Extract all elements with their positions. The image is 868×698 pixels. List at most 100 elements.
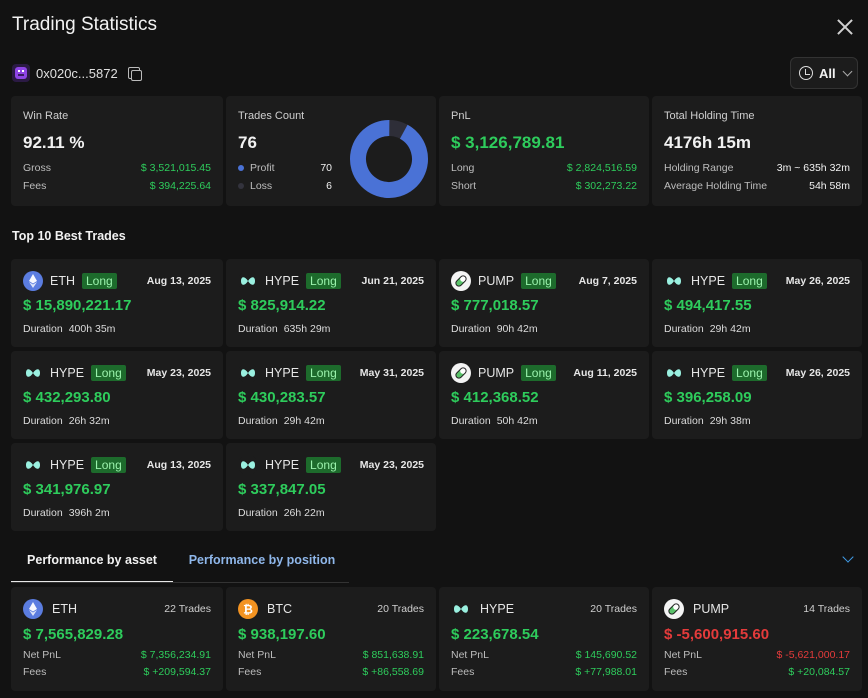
side-badge: Long: [521, 273, 556, 289]
profit-loss-donut-chart: [350, 120, 428, 198]
trade-date: May 26, 2025: [785, 275, 850, 287]
net-pnl-value: $ 851,638.91: [362, 649, 424, 661]
pump-icon: [451, 363, 471, 383]
trade-duration: Duration 26h 32m: [23, 415, 116, 427]
asset-card[interactable]: ETH 22 Trades $ 7,565,829.28 Net PnL $ 7,356…: [11, 587, 223, 691]
holding-range-label: Holding Range: [664, 162, 734, 174]
trade-amount: $ 494,417.55: [664, 297, 752, 314]
net-pnl-label: Net PnL: [238, 649, 276, 661]
asset-card[interactable]: ₿ BTC 20 Trades $ 938,197.60 Net PnL $ 851,63…: [226, 587, 436, 691]
trade-card[interactable]: ETH Long Aug 13, 2025 $ 15,890,221.17 Durati…: [11, 259, 223, 347]
duration-value: 29h 42m: [283, 415, 325, 427]
net-pnl-value: $ -5,621,000.17: [776, 649, 850, 661]
net-pnl-value: $ 7,356,234.91: [140, 649, 211, 661]
trade-coin: HYPE Long: [664, 363, 767, 383]
trade-date: Aug 7, 2025: [578, 275, 637, 287]
trade-card[interactable]: HYPE Long May 23, 2025 $ 432,293.80 Duration…: [11, 351, 223, 439]
duration-value: 50h 42m: [496, 415, 538, 427]
fees-value: $ +20,084.57: [788, 666, 850, 678]
asset-total: $ 223,678.54: [451, 626, 539, 643]
duration-value: 400h 35m: [68, 323, 116, 335]
trade-coin: HYPE Long: [23, 363, 126, 383]
trade-amount: $ 412,368.52: [451, 389, 539, 406]
asset-card[interactable]: HYPE 20 Trades $ 223,678.54 Net PnL $ 145,69…: [439, 587, 649, 691]
trade-amount: $ 15,890,221.17: [23, 297, 132, 314]
duration-value: 396h 2m: [68, 507, 110, 519]
svg-text:₿: ₿: [243, 603, 253, 617]
trade-coin: PUMP Long: [451, 363, 556, 383]
trade-card[interactable]: HYPE Long May 31, 2025 $ 430,283.57 Duration…: [226, 351, 436, 439]
avatar: [12, 64, 30, 82]
trade-card[interactable]: HYPE Long May 26, 2025 $ 396,258.09 Duration…: [652, 351, 862, 439]
fees-label: Fees: [23, 180, 47, 192]
fees-label: Fees: [451, 666, 475, 678]
trade-duration: Duration 29h 38m: [664, 415, 757, 427]
net-pnl-label: Net PnL: [664, 649, 702, 661]
tab-performance-by-position[interactable]: Performance by position: [188, 553, 336, 567]
short-label: Short: [451, 180, 477, 192]
coin-name: HYPE: [50, 366, 85, 380]
trade-date: May 31, 2025: [359, 367, 424, 379]
top-trades-title: Top 10 Best Trades: [12, 229, 126, 243]
duration-label: Duration: [664, 323, 704, 335]
trade-date: Aug 11, 2025: [573, 367, 637, 379]
short-value: $ 302,273.22: [575, 180, 637, 192]
fees-value: $ +77,988.01: [575, 666, 637, 678]
page-title: Trading Statistics: [12, 14, 158, 35]
time-filter-dropdown[interactable]: All: [790, 57, 858, 89]
trade-card[interactable]: PUMP Long Aug 11, 2025 $ 412,368.52 Duration…: [439, 351, 649, 439]
hype-icon: [451, 599, 471, 619]
eth-icon: [23, 599, 43, 619]
trade-coin: HYPE Long: [238, 455, 341, 475]
gross-value: $ 3,521,015.45: [140, 162, 211, 174]
trade-duration: Duration 400h 35m: [23, 323, 121, 335]
asset-card[interactable]: PUMP 14 Trades $ -5,600,915.60 Net PnL $ -5,…: [652, 587, 862, 691]
trade-date: Jun 21, 2025: [361, 275, 424, 287]
close-icon[interactable]: [836, 18, 854, 36]
hype-icon: [664, 363, 684, 383]
net-pnl-value: $ 145,690.52: [575, 649, 637, 661]
trade-amount: $ 432,293.80: [23, 389, 111, 406]
side-badge: Long: [306, 457, 341, 473]
trade-coin: HYPE Long: [23, 455, 126, 475]
hype-icon: [238, 271, 258, 291]
trade-amount: $ 337,847.05: [238, 481, 326, 498]
duration-label: Duration: [238, 507, 278, 519]
trade-duration: Duration 90h 42m: [451, 323, 544, 335]
fees-label: Fees: [23, 666, 47, 678]
average-holding-value: 54h 58m: [809, 180, 850, 192]
coin-name: PUMP: [693, 602, 730, 616]
coin-name: BTC: [267, 602, 292, 616]
trade-card[interactable]: PUMP Long Aug 7, 2025 $ 777,018.57 Duration 9…: [439, 259, 649, 347]
duration-label: Duration: [23, 507, 63, 519]
trade-coin: ETH Long: [23, 271, 117, 291]
long-value: $ 2,824,516.59: [566, 162, 637, 174]
duration-value: 90h 42m: [496, 323, 538, 335]
trade-amount: $ 777,018.57: [451, 297, 539, 314]
chevron-down-icon[interactable]: [842, 551, 854, 563]
trade-count: 22 Trades: [164, 603, 211, 615]
trade-coin: HYPE Long: [238, 363, 341, 383]
hype-icon: [238, 455, 258, 475]
copy-icon[interactable]: [127, 67, 142, 81]
clock-icon: [799, 66, 813, 80]
trade-card[interactable]: HYPE Long May 23, 2025 $ 337,847.05 Duration…: [226, 443, 436, 531]
trade-duration: Duration 26h 22m: [238, 507, 331, 519]
trade-amount: $ 396,258.09: [664, 389, 752, 406]
trade-card[interactable]: HYPE Long May 26, 2025 $ 494,417.55 Duration…: [652, 259, 862, 347]
hype-icon: [664, 271, 684, 291]
duration-label: Duration: [451, 415, 491, 427]
trade-card[interactable]: HYPE Long Aug 13, 2025 $ 341,976.97 Duration…: [11, 443, 223, 531]
win-rate-label: Win Rate: [23, 110, 69, 122]
coin-name: HYPE: [691, 274, 726, 288]
pnl-label: PnL: [451, 110, 471, 122]
trade-card[interactable]: HYPE Long Jun 21, 2025 $ 825,914.22 Duration…: [226, 259, 436, 347]
tab-performance-by-asset[interactable]: Performance by asset: [11, 548, 173, 583]
asset-coin: HYPE: [451, 599, 514, 619]
net-pnl-label: Net PnL: [23, 649, 61, 661]
net-pnl-label: Net PnL: [451, 649, 489, 661]
fees-value: $ 394,225.64: [149, 180, 211, 192]
trade-duration: Duration 396h 2m: [23, 507, 116, 519]
long-label: Long: [451, 162, 475, 174]
pnl-value: $ 3,126,789.81: [451, 133, 565, 152]
